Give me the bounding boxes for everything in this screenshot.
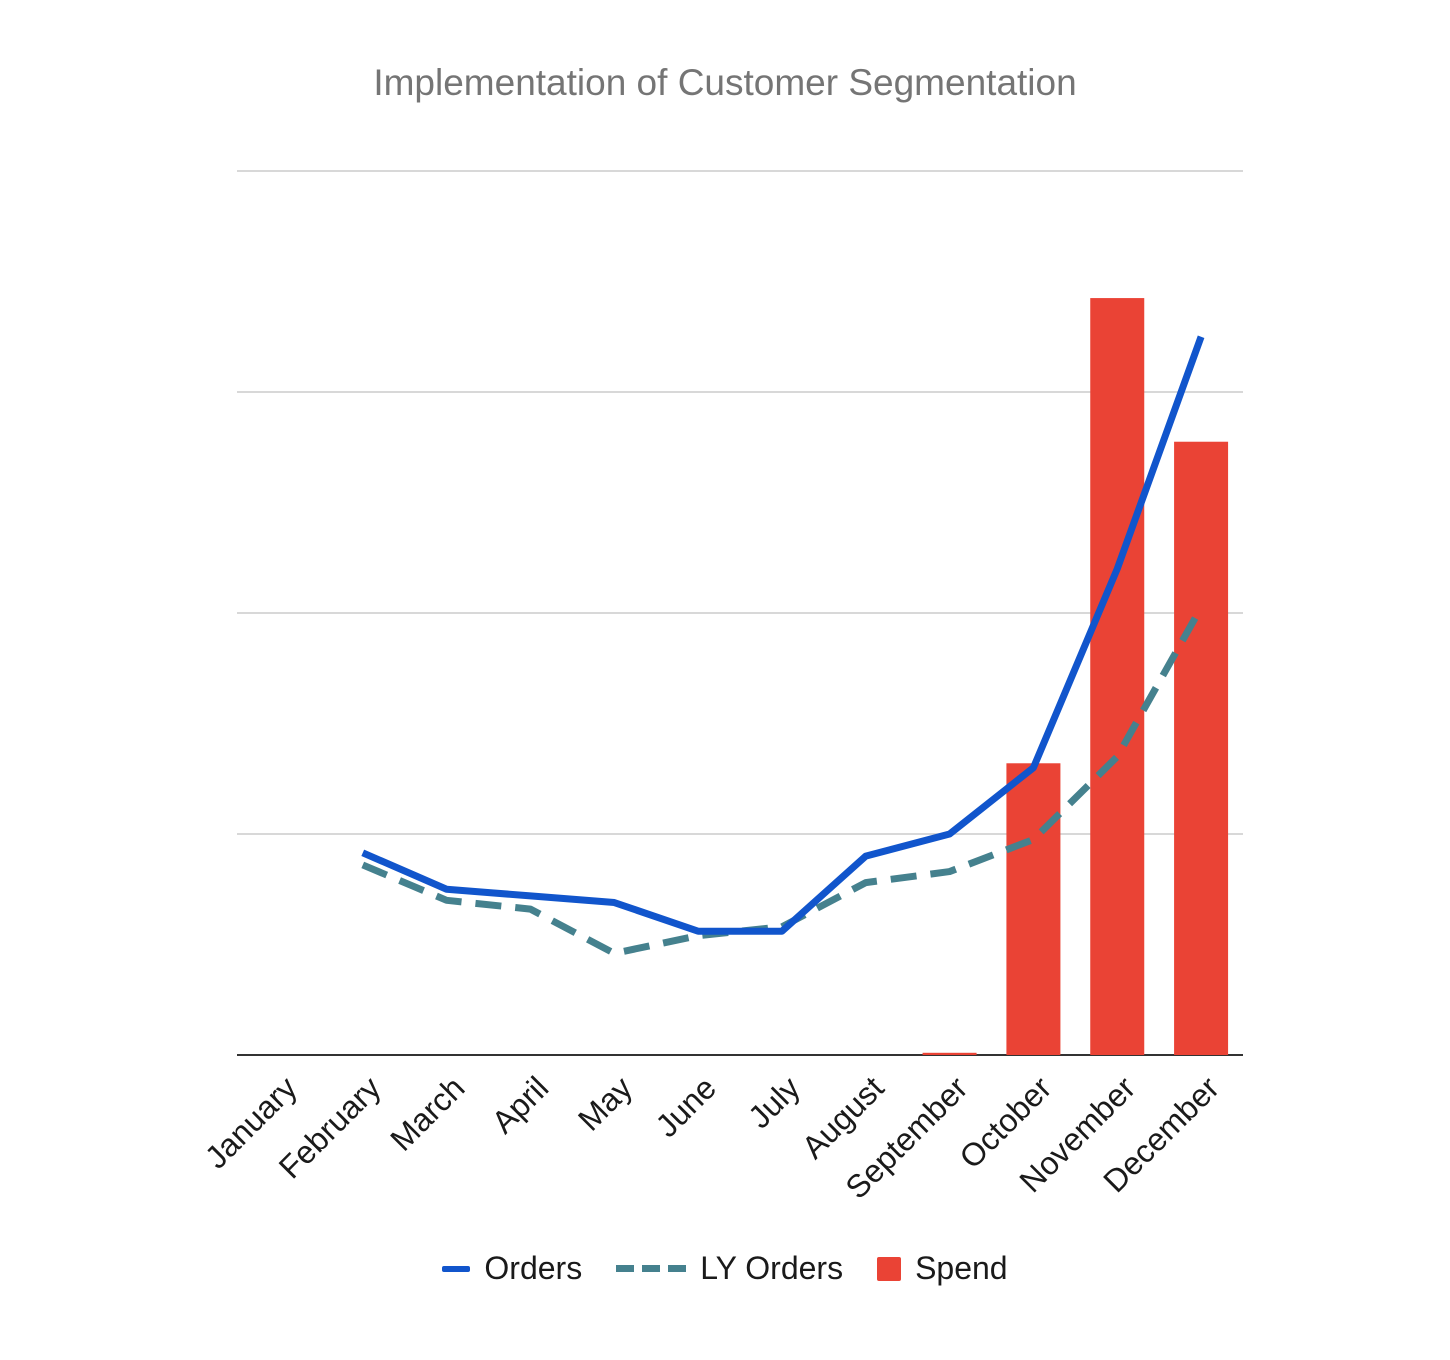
bar-series — [922, 298, 1229, 1056]
legend-swatch-ly-orders — [616, 1265, 687, 1272]
line-series — [361, 335, 1205, 957]
legend-swatch-spend — [877, 1256, 902, 1281]
x-tick-label-march: March — [383, 1069, 471, 1157]
legend-label-spend: Spend — [915, 1250, 1008, 1286]
x-tick-label-may: May — [571, 1069, 639, 1137]
bar-spend-september[interactable] — [922, 1052, 977, 1055]
legend-item-orders[interactable]: Orders — [442, 1250, 582, 1287]
legend-swatch-orders — [442, 1265, 471, 1272]
legend-label-orders: Orders — [484, 1250, 583, 1286]
line-orders[interactable] — [361, 335, 1205, 935]
bar-spend-december[interactable] — [1174, 441, 1229, 1056]
x-tick-label-april: April — [485, 1069, 556, 1140]
bar-spend-october[interactable] — [1006, 763, 1061, 1055]
bar-spend-november[interactable] — [1090, 298, 1145, 1055]
gridlines — [237, 170, 1243, 1056]
x-tick-label-july: July — [741, 1069, 807, 1135]
legend-item-spend[interactable]: Spend — [877, 1250, 1008, 1287]
x-tick-label-june: June — [649, 1069, 724, 1144]
legend-label-ly-orders: LY Orders — [700, 1250, 844, 1286]
legend-item-ly-orders[interactable]: LY Orders — [616, 1250, 843, 1287]
legend: Orders LY Orders Spend — [0, 1250, 1450, 1287]
chart-title: Implementation of Customer Segmentation — [373, 62, 1077, 103]
